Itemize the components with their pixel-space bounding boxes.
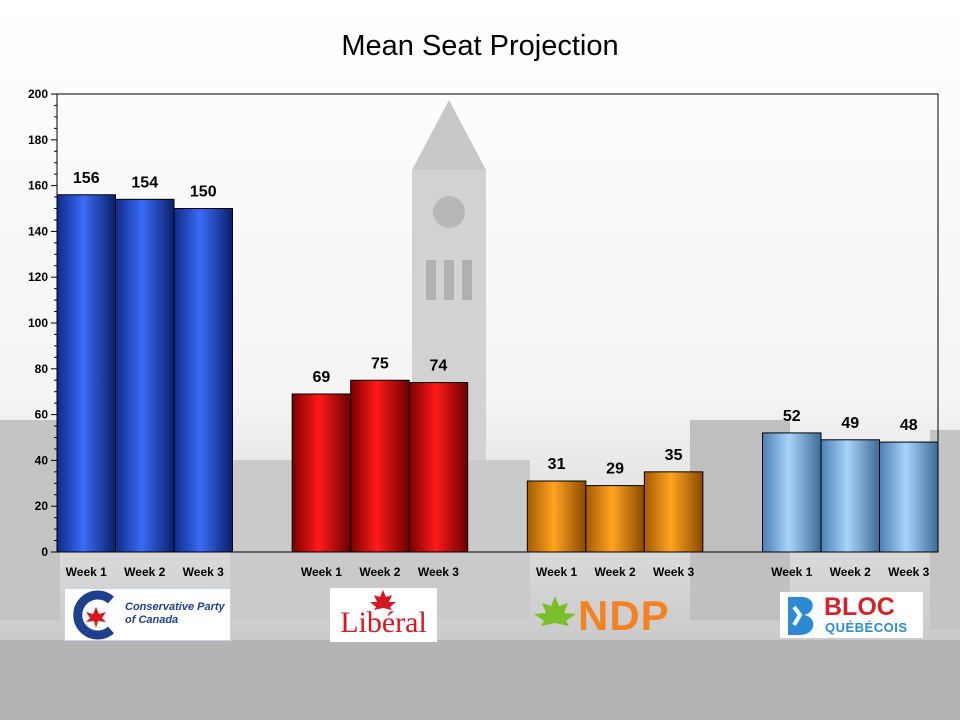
- liberal-logo-text: Libéral: [340, 606, 427, 639]
- bar-value-label: 156: [73, 170, 100, 187]
- bar: [820, 439, 880, 553]
- x-category-label: Week 1: [301, 565, 342, 579]
- bar: [585, 485, 645, 553]
- maple-leaf-icon: [370, 590, 396, 610]
- cpc-logo-line1: Conservative Party: [125, 601, 225, 613]
- y-tick-label: 160: [28, 179, 48, 193]
- bloc-quebecois-logo: BLOC QUÉBÉCOIS: [780, 592, 923, 638]
- bar-value-label: 29: [606, 461, 624, 478]
- bar-value-label: 75: [371, 355, 389, 372]
- bar-value-label: 150: [190, 184, 217, 201]
- x-category-label: Week 2: [359, 565, 400, 579]
- conservative-party-logo: Conservative Party of Canada: [64, 588, 231, 641]
- y-tick-label: 80: [35, 362, 49, 376]
- x-category-label: Week 2: [595, 565, 636, 579]
- bar-value-label: 35: [665, 447, 683, 464]
- x-category-label: Week 1: [66, 565, 107, 579]
- y-tick-label: 40: [35, 453, 49, 467]
- bar-value-label: 52: [783, 408, 801, 425]
- bloc-logo-subtext: QUÉBÉCOIS: [825, 620, 908, 635]
- bar: [643, 471, 704, 553]
- y-tick-label: 20: [35, 499, 49, 513]
- bar: [173, 208, 233, 553]
- liberal-party-logo: Libéral: [330, 588, 437, 642]
- y-tick-label: 100: [28, 316, 48, 330]
- data-labels: 156 154 150 69 75 74 31 29 35 52 49 48: [73, 170, 918, 478]
- bar: [526, 480, 587, 553]
- bar-value-label: 49: [841, 415, 859, 432]
- x-category-label: Week 1: [536, 565, 577, 579]
- bar: [879, 441, 939, 553]
- bar: [56, 194, 116, 553]
- x-axis-labels: Week 1 Week 2 Week 3 Week 1 Week 2 Week 3 Week…: [66, 565, 930, 579]
- bar: [350, 379, 410, 553]
- bar-value-label: 74: [430, 358, 448, 375]
- y-axis: 0 20 40 60 80 100 120 140 160 180 200: [28, 87, 57, 559]
- x-category-label: Week 3: [653, 565, 694, 579]
- bar: [115, 198, 175, 553]
- bar-value-label: 154: [131, 174, 158, 191]
- bloc-logo-text: BLOC: [824, 593, 895, 621]
- bar: [408, 382, 469, 553]
- cpc-emblem-icon: [73, 590, 114, 640]
- x-category-label: Week 2: [830, 565, 871, 579]
- x-category-label: Week 1: [771, 565, 812, 579]
- x-category-label: Week 2: [124, 565, 165, 579]
- y-tick-label: 140: [28, 224, 48, 238]
- ndp-logo-text: NDP: [578, 592, 670, 639]
- x-category-label: Week 3: [888, 565, 929, 579]
- x-category-label: Week 3: [418, 565, 459, 579]
- y-tick-label: 60: [35, 408, 49, 422]
- bar: [762, 432, 822, 553]
- cpc-logo-line2: of Canada: [125, 614, 179, 626]
- bars: [56, 194, 939, 553]
- ndp-logo: NDP: [532, 592, 702, 642]
- bar-value-label: 69: [313, 369, 331, 386]
- bar: [291, 393, 352, 553]
- y-tick-label: 120: [28, 270, 48, 284]
- bloc-emblem-icon: [788, 597, 814, 635]
- bar-value-label: 31: [548, 456, 566, 473]
- chart-title: Mean Seat Projection: [341, 30, 619, 62]
- x-category-label: Week 3: [183, 565, 224, 579]
- y-tick-label: 200: [28, 87, 48, 101]
- y-tick-label: 0: [41, 545, 48, 559]
- ndp-leaf-icon: [534, 596, 576, 626]
- y-tick-label: 180: [28, 133, 48, 147]
- bar-value-label: 48: [900, 417, 918, 434]
